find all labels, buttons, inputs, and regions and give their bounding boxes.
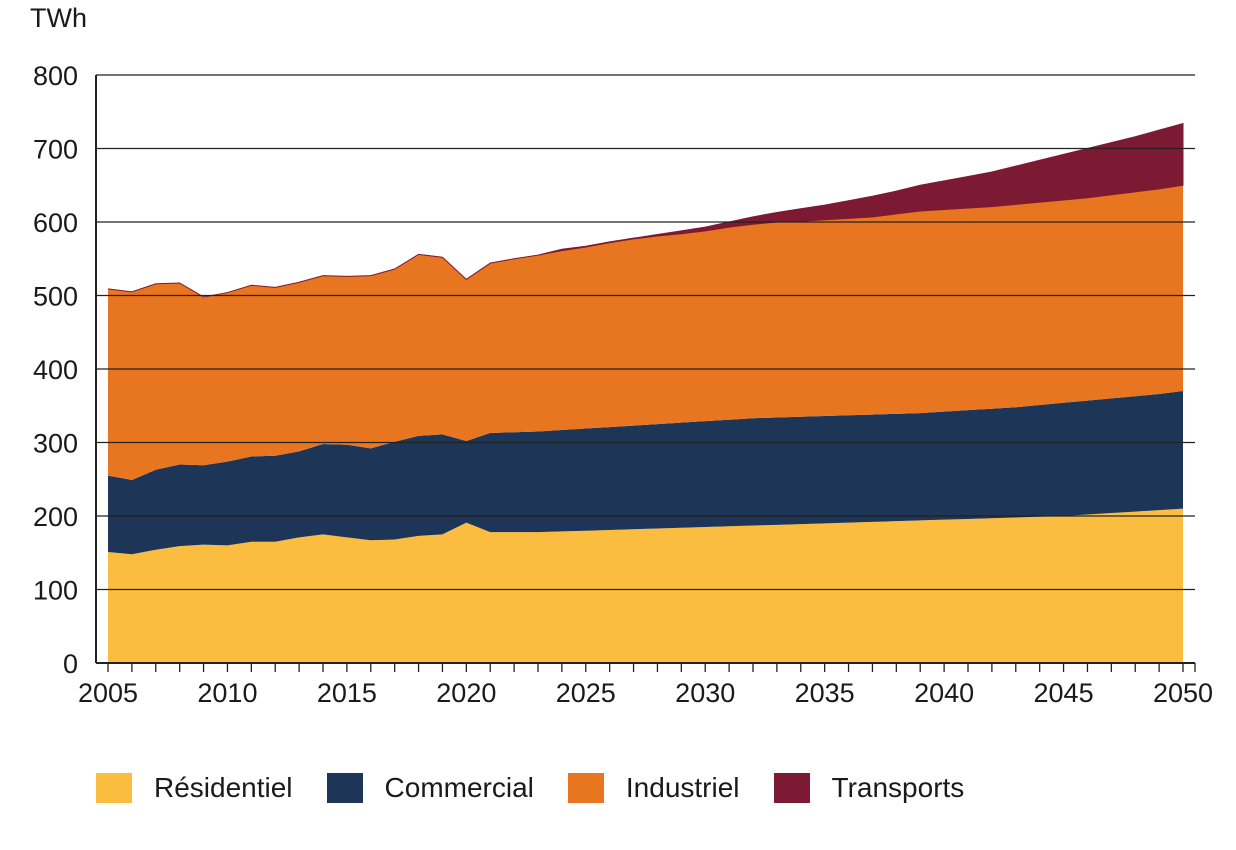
y-tick-label: 200 — [33, 502, 78, 532]
legend-item-commercial: Commercial — [326, 772, 534, 804]
area-résidentiel — [108, 508, 1183, 663]
x-tick-label: 2035 — [795, 678, 855, 708]
legend-label: Résidentiel — [154, 772, 293, 803]
legend-item-transports: Transports — [773, 772, 965, 804]
area-transports — [107, 122, 1184, 298]
area-industriel — [108, 185, 1183, 480]
legend-item-résidentiel: Résidentiel — [96, 772, 293, 804]
x-tick-label: 2010 — [197, 678, 257, 708]
y-tick-label: 100 — [33, 576, 78, 606]
legend-swatch — [96, 773, 132, 803]
y-tick-label: 400 — [33, 355, 78, 385]
legend-label: Transports — [831, 772, 965, 803]
x-tick-label: 2030 — [675, 678, 735, 708]
legend: Résidentiel Commercial Industriel Transport… — [96, 772, 998, 804]
y-tick-label: 500 — [33, 282, 78, 312]
legend-swatch — [567, 773, 604, 803]
legend-swatch — [773, 773, 810, 803]
y-axis-label: TWh — [30, 3, 87, 33]
y-tick-label: 700 — [33, 135, 78, 165]
y-tick-label: 800 — [33, 61, 78, 91]
y-tick-label: 0 — [63, 649, 78, 679]
y-tick-label: 300 — [33, 429, 78, 459]
area-commercial — [108, 391, 1183, 555]
legend-label: Commercial — [384, 772, 534, 803]
x-tick-label: 2025 — [556, 678, 616, 708]
chart-svg: TWh 0 100 200 300 400 500 600 700 800 2005 2010 201… — [30, 3, 1213, 708]
x-tick-label: 2015 — [317, 678, 377, 708]
x-tick-label: 2050 — [1153, 678, 1213, 708]
x-tick-label: 2045 — [1034, 678, 1094, 708]
x-tick-label: 2040 — [914, 678, 974, 708]
legend-label: Industriel — [625, 772, 740, 803]
legend-swatch — [326, 773, 363, 803]
legend-item-industriel: Industriel — [567, 772, 740, 804]
y-tick-label: 600 — [33, 208, 78, 238]
x-tick-label: 2005 — [78, 678, 138, 708]
x-tick-label: 2020 — [436, 678, 496, 708]
